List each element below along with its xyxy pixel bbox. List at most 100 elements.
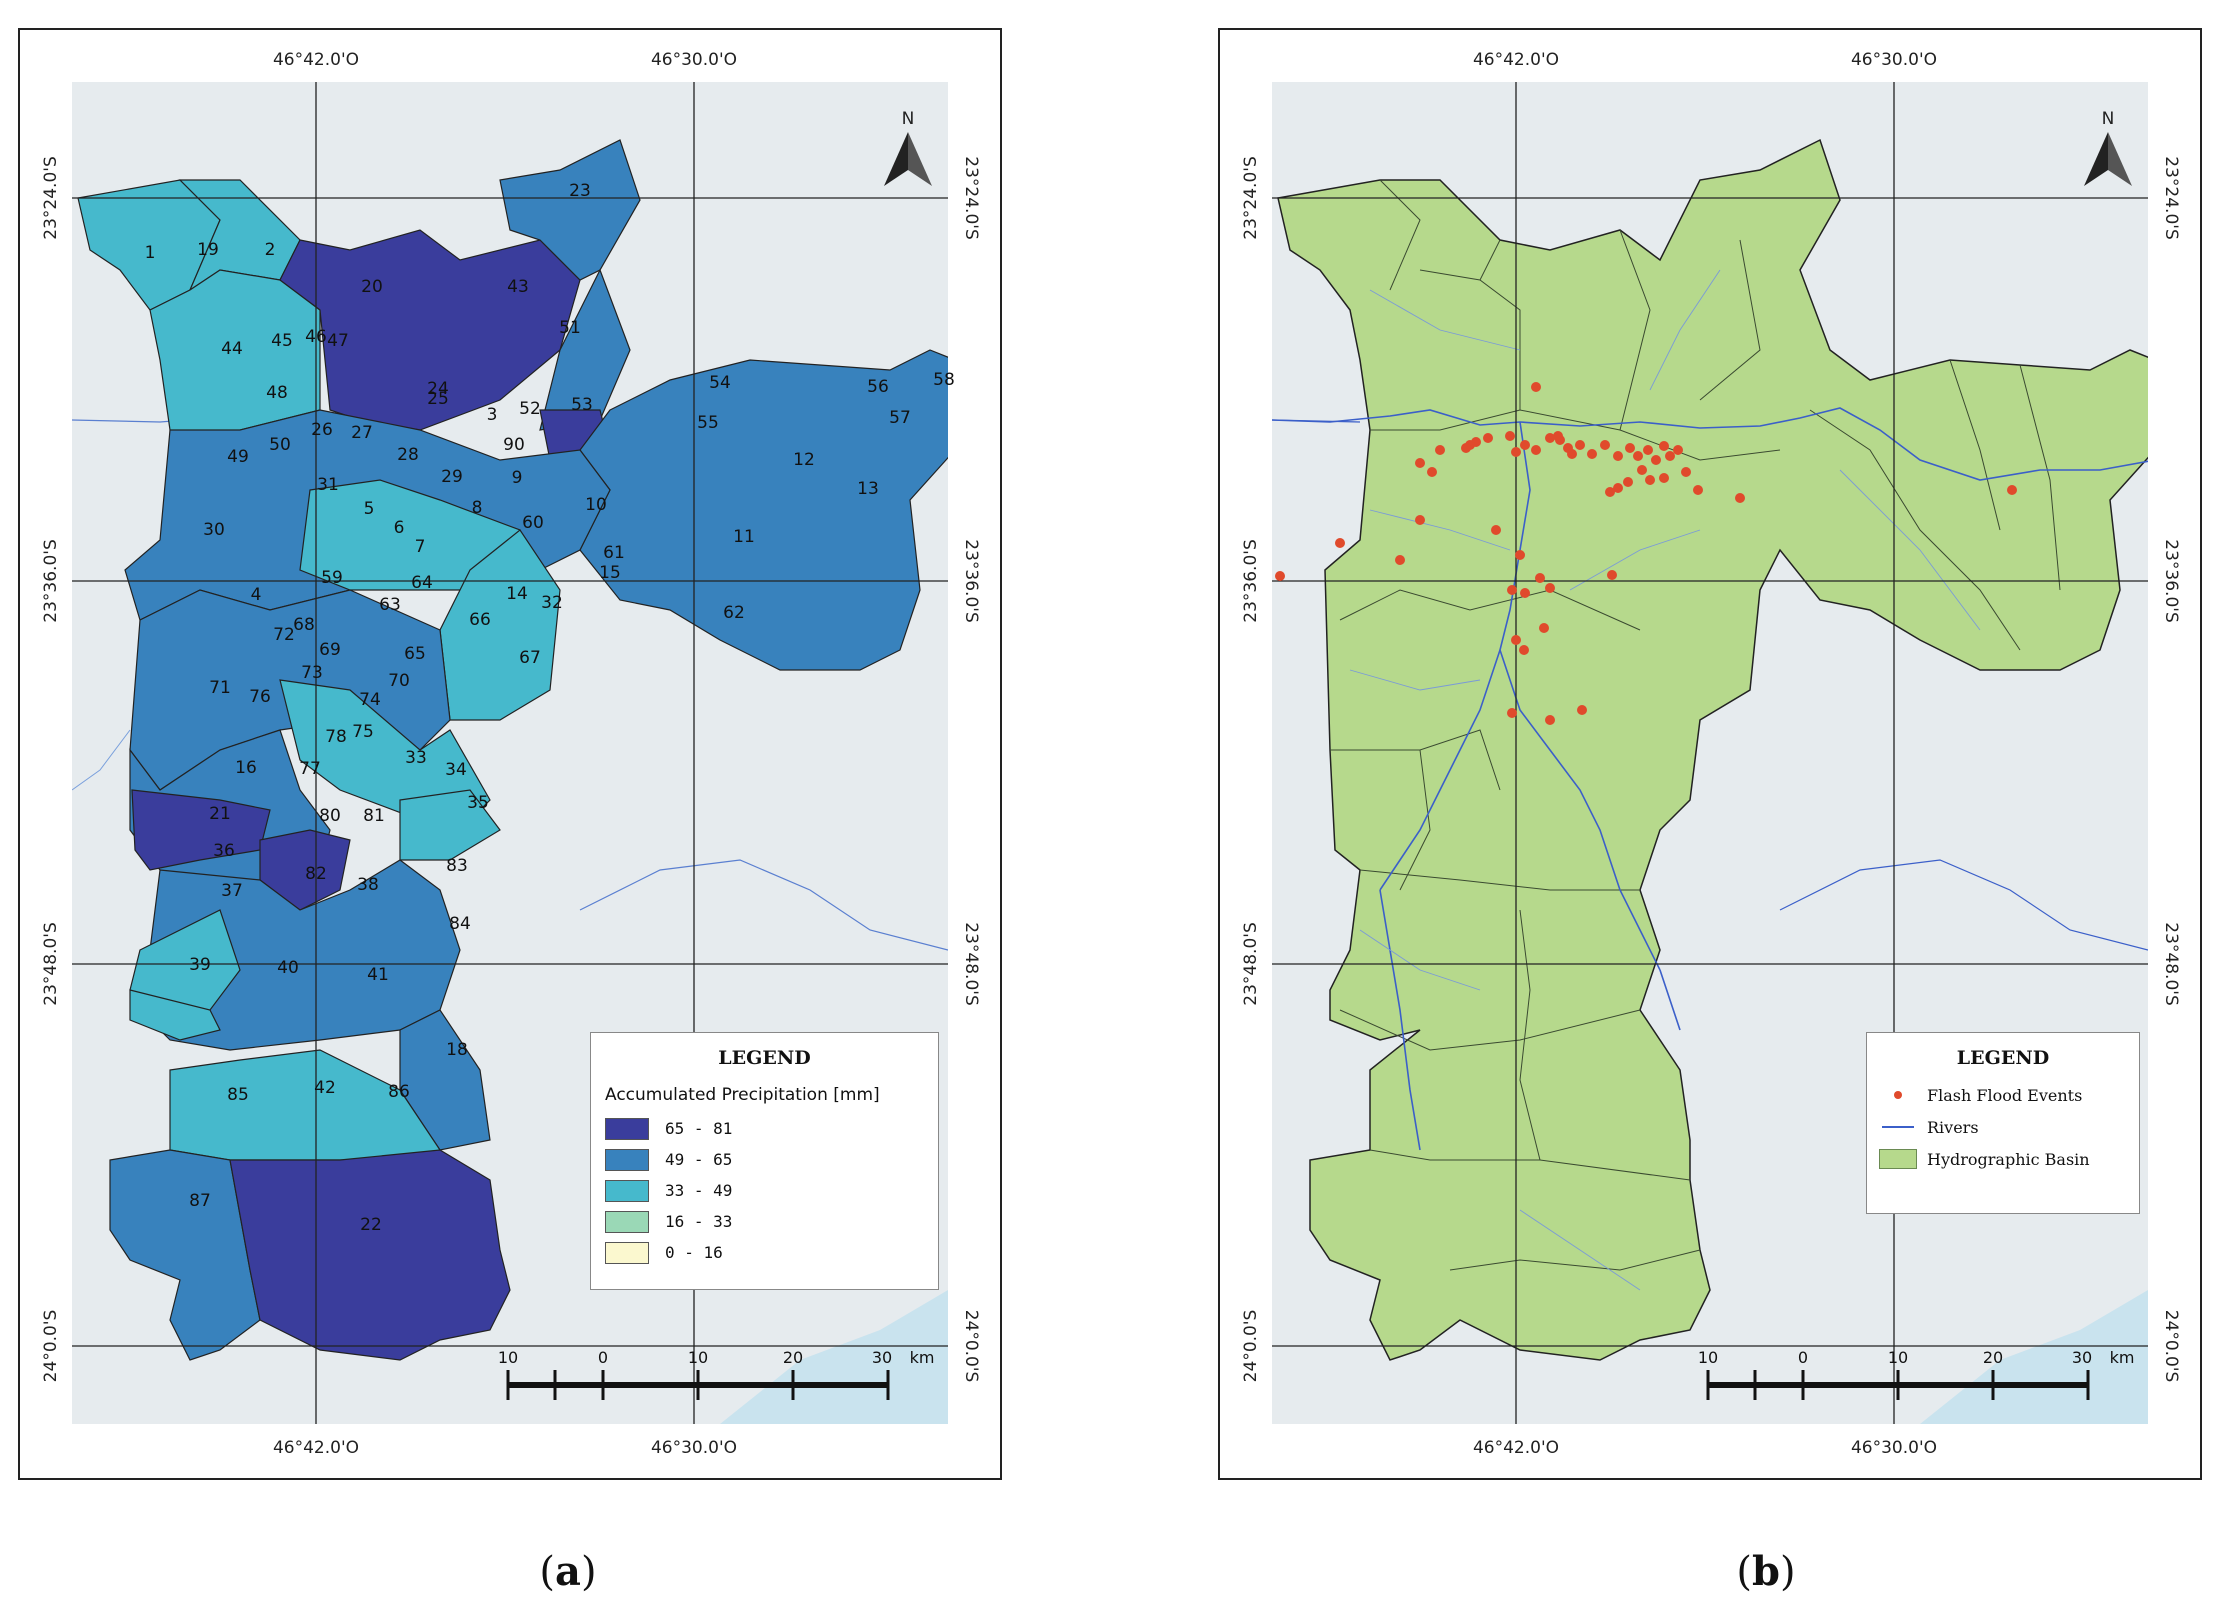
subbasin-label: 71 bbox=[209, 678, 231, 698]
subbasin-label: 36 bbox=[213, 841, 235, 861]
north-arrow-icon: N bbox=[2084, 109, 2132, 186]
subbasin-label: 43 bbox=[507, 277, 529, 297]
right-lat-label: 23°36.0'S bbox=[961, 539, 981, 622]
subbasin-label: 70 bbox=[388, 671, 410, 691]
legend-class: 33 - 49 bbox=[605, 1175, 938, 1206]
legend-class: 0 - 16 bbox=[605, 1237, 938, 1268]
flash-flood-event-dot bbox=[1545, 583, 1555, 593]
top-lon-label: 46°30.0'O bbox=[651, 50, 737, 70]
legend-item: Rivers bbox=[1879, 1111, 2139, 1143]
subbasin-label: 55 bbox=[697, 413, 719, 433]
legend-class-label: 0 - 16 bbox=[665, 1243, 723, 1262]
subbasin-label: 84 bbox=[449, 914, 471, 934]
subbasin-21 bbox=[131, 789, 271, 871]
bottom-lon-label: 46°42.0'O bbox=[1473, 1438, 1559, 1458]
flash-flood-event-dot bbox=[1519, 645, 1529, 655]
subbasin-label: 37 bbox=[221, 881, 243, 901]
subbasin-label: 27 bbox=[351, 423, 373, 443]
right-lat-label: 23°48.0'S bbox=[961, 922, 981, 1005]
subbasin-label: 72 bbox=[273, 625, 295, 645]
subbasin-label: 57 bbox=[889, 408, 911, 428]
flash-flood-event-dot bbox=[1693, 485, 1703, 495]
legend-item-label: Rivers bbox=[1927, 1117, 1979, 1137]
scale-label: 10 bbox=[1888, 1348, 1908, 1367]
river bbox=[1379, 649, 1501, 891]
sea-area bbox=[1920, 1290, 2148, 1424]
flash-flood-event-dot bbox=[1659, 441, 1669, 451]
subbasin-label: 69 bbox=[319, 640, 341, 660]
subbasin-label: 68 bbox=[293, 615, 315, 635]
river-main bbox=[1272, 407, 2148, 481]
subbasin-label: 21 bbox=[209, 804, 231, 824]
scale-label: 20 bbox=[1983, 1348, 2003, 1367]
flash-flood-event-dot bbox=[1505, 431, 1515, 441]
scale-label: 10 bbox=[1698, 1348, 1718, 1367]
flash-flood-event-dot bbox=[1461, 443, 1471, 453]
flash-flood-event-dot bbox=[1555, 435, 1565, 445]
outside-river bbox=[72, 729, 131, 791]
outside-river bbox=[579, 859, 948, 951]
subbasin-label: 67 bbox=[519, 648, 541, 668]
subbasin-label: 82 bbox=[305, 864, 327, 884]
subbasin-label: 6 bbox=[394, 518, 405, 538]
basin-fill-icon bbox=[1879, 1149, 1917, 1169]
subbasin-label: 58 bbox=[933, 370, 955, 390]
flash-flood-event-dot bbox=[1491, 525, 1501, 535]
subbasin-label: 86 bbox=[388, 1082, 410, 1102]
subbasin-label: 31 bbox=[317, 475, 339, 495]
flash-flood-event-dot bbox=[1539, 623, 1549, 633]
legend-item-label: Flash Flood Events bbox=[1927, 1085, 2083, 1105]
scale-label: 30 bbox=[2072, 1348, 2092, 1367]
scale-bar: 10 0 10 20 30 km bbox=[498, 1348, 935, 1400]
flash-flood-event-dot bbox=[2007, 485, 2017, 495]
flash-flood-event-dot bbox=[1577, 705, 1587, 715]
legend-class: 49 - 65 bbox=[605, 1144, 938, 1175]
subbasin-label: 56 bbox=[867, 377, 889, 397]
subbasin-label: 2 bbox=[265, 240, 276, 260]
subbasin-label: 62 bbox=[723, 603, 745, 623]
flash-flood-event-dot bbox=[1545, 433, 1555, 443]
subbasin-label: 5 bbox=[364, 499, 375, 519]
subbasin-label: 81 bbox=[363, 806, 385, 826]
legend-swatch bbox=[605, 1179, 649, 1202]
flash-flood-event-dot bbox=[1531, 445, 1541, 455]
flash-flood-event-dot bbox=[1515, 550, 1525, 560]
left-lat-label: 24°0.0'S bbox=[1241, 1310, 1261, 1383]
subbasin-label: 15 bbox=[599, 563, 621, 583]
legend-flood: LEGEND Flash Flood Events Rivers Hydrogr… bbox=[1866, 1032, 2140, 1214]
right-lat-label: 23°36.0'S bbox=[2161, 539, 2181, 622]
flash-flood-event-dot bbox=[1520, 440, 1530, 450]
flash-flood-event-dot bbox=[1665, 451, 1675, 461]
subbasin-label: 54 bbox=[709, 373, 731, 393]
flash-flood-event-dot bbox=[1735, 493, 1745, 503]
flash-flood-event-dot bbox=[1575, 440, 1585, 450]
flash-flood-events bbox=[1275, 382, 2017, 725]
legend-subtitle: Accumulated Precipitation [mm] bbox=[605, 1085, 880, 1105]
legend-item: Flash Flood Events bbox=[1879, 1079, 2139, 1111]
subbasin-label: 35 bbox=[467, 793, 489, 813]
subbasin-label: 10 bbox=[585, 495, 607, 515]
subbasin-label: 59 bbox=[321, 568, 343, 588]
flash-flood-event-dot bbox=[1507, 585, 1517, 595]
flash-flood-event-dot bbox=[1427, 467, 1437, 477]
subbasin-label: 28 bbox=[397, 445, 419, 465]
subbasin-east bbox=[579, 349, 948, 671]
flash-flood-event-dot bbox=[1531, 382, 1541, 392]
flash-flood-event-dot bbox=[1511, 635, 1521, 645]
legend-swatch bbox=[605, 1241, 649, 1264]
scale-label: 10 bbox=[688, 1348, 708, 1367]
subbasin-label: 73 bbox=[301, 663, 323, 683]
scale-label: km bbox=[2110, 1348, 2135, 1367]
subbasin-label: 13 bbox=[857, 479, 879, 499]
scale-label: km bbox=[910, 1348, 935, 1367]
subbasin-label: 65 bbox=[404, 644, 426, 664]
map-panel-a: 46°42.0'O 46°30.0'O 46°42.0'O 46°30.0'O … bbox=[18, 28, 1002, 1480]
top-lon-label: 46°30.0'O bbox=[1851, 50, 1937, 70]
bottom-lon-label: 46°30.0'O bbox=[651, 1438, 737, 1458]
top-lon-label: 46°42.0'O bbox=[1473, 50, 1559, 70]
subbasin-label: 41 bbox=[367, 965, 389, 985]
flash-flood-event-dot bbox=[1681, 467, 1691, 477]
river bbox=[1379, 889, 1421, 1151]
legend-item: Hydrographic Basin bbox=[1879, 1143, 2139, 1175]
subbasin-label: 8 bbox=[472, 498, 483, 518]
